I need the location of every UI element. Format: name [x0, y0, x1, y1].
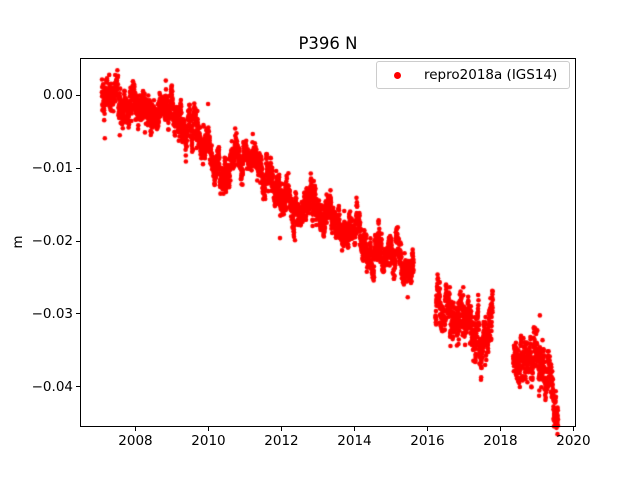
legend-label: repro2018a (IGS14): [424, 67, 558, 83]
y-tick-mark: [76, 167, 80, 169]
x-tick-mark: [353, 427, 355, 431]
x-tick-label-2014: 2014: [337, 433, 372, 449]
y-tick-label-−0.03: −0.03: [31, 305, 73, 322]
y-tick-label-−0.01: −0.01: [31, 160, 73, 177]
y-tick-label-−0.04: −0.04: [31, 378, 73, 395]
x-tick-mark: [280, 427, 282, 431]
legend-marker-dot-icon: [394, 71, 401, 79]
legend: repro2018a (IGS14): [376, 61, 570, 89]
x-tick-label-2016: 2016: [410, 433, 445, 449]
x-tick-mark: [426, 427, 428, 431]
x-tick-mark: [134, 427, 136, 431]
x-tick-mark: [499, 427, 501, 431]
x-tick-label-2018: 2018: [483, 433, 518, 449]
y-tick-label-0.00: 0.00: [42, 87, 73, 104]
y-tick-mark: [76, 240, 80, 242]
x-tick-mark: [572, 427, 574, 431]
x-tick-label-2012: 2012: [264, 433, 299, 449]
x-tick-label-2020: 2020: [556, 433, 591, 449]
x-tick-mark: [207, 427, 209, 431]
x-tick-label-2010: 2010: [191, 433, 226, 449]
y-tick-mark: [76, 313, 80, 315]
x-tick-label-2008: 2008: [118, 433, 153, 449]
y-tick-mark: [76, 386, 80, 388]
chart-title: P396 N: [298, 34, 358, 53]
y-tick-mark: [76, 94, 80, 96]
y-tick-label-−0.02: −0.02: [31, 233, 73, 250]
